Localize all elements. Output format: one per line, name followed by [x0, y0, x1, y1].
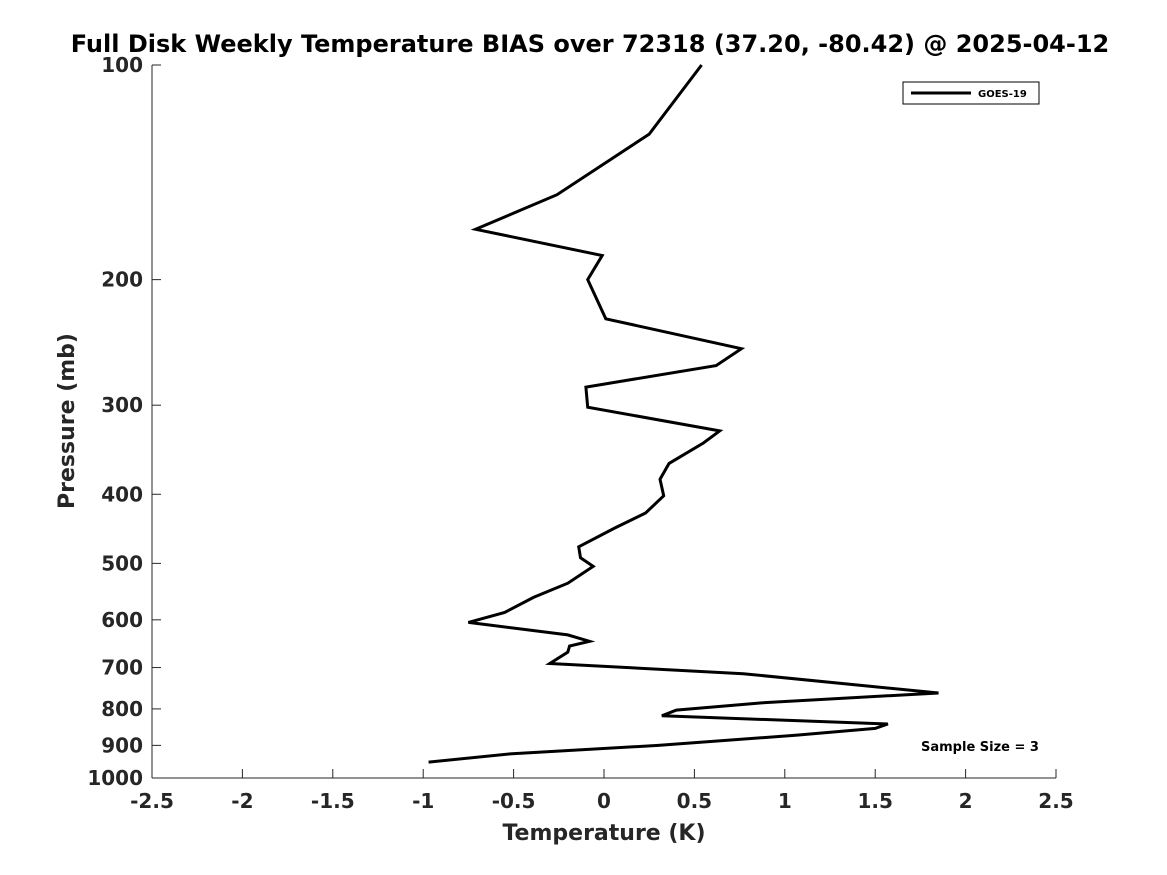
x-axis-ticks: -2.5 -2 -1.5 -1 -0.5 0 0.5 1 1.5 2 2.5 [130, 769, 1074, 813]
y-axis-ticks: 100 200 300 400 500 600 700 800 900 1000 [87, 53, 161, 790]
y-tick-label: 600 [101, 608, 143, 632]
legend: GOES-19 [902, 81, 1040, 105]
y-tick-label: 500 [101, 551, 143, 575]
x-axis-label: Temperature (K) [502, 821, 705, 846]
x-tick-label: -2.5 [130, 789, 174, 813]
y-tick-label: 1000 [87, 766, 143, 790]
x-tick-label: 1 [778, 789, 792, 813]
x-tick-label: 0.5 [677, 789, 712, 813]
chart-title: Full Disk Weekly Temperature BIAS over 7… [71, 30, 1110, 58]
x-tick-label: -0.5 [492, 789, 536, 813]
y-tick-label: 900 [101, 733, 143, 757]
y-tick-label: 200 [101, 268, 143, 292]
x-tick-label: 2 [959, 789, 973, 813]
sample-size-annotation: Sample Size = 3 [921, 740, 1039, 755]
y-tick-label: 700 [101, 656, 143, 680]
x-tick-label: -1.5 [311, 789, 355, 813]
axes [151, 65, 1056, 779]
x-tick-label: 0 [597, 789, 611, 813]
plot-series [428, 64, 939, 764]
x-tick-label: -1 [412, 789, 434, 813]
y-axis-label: Pressure (mb) [55, 333, 80, 509]
x-tick-label: 2.5 [1038, 789, 1073, 813]
series-line-goes-19 [428, 64, 939, 764]
y-tick-label: 800 [101, 697, 143, 721]
x-tick-label: 1.5 [857, 789, 892, 813]
y-tick-label: 300 [101, 393, 143, 417]
x-tick-label: -2 [231, 789, 253, 813]
legend-entry-goes-19: GOES-19 [978, 89, 1027, 100]
y-tick-label: 400 [101, 482, 143, 506]
y-tick-label: 100 [101, 53, 143, 77]
